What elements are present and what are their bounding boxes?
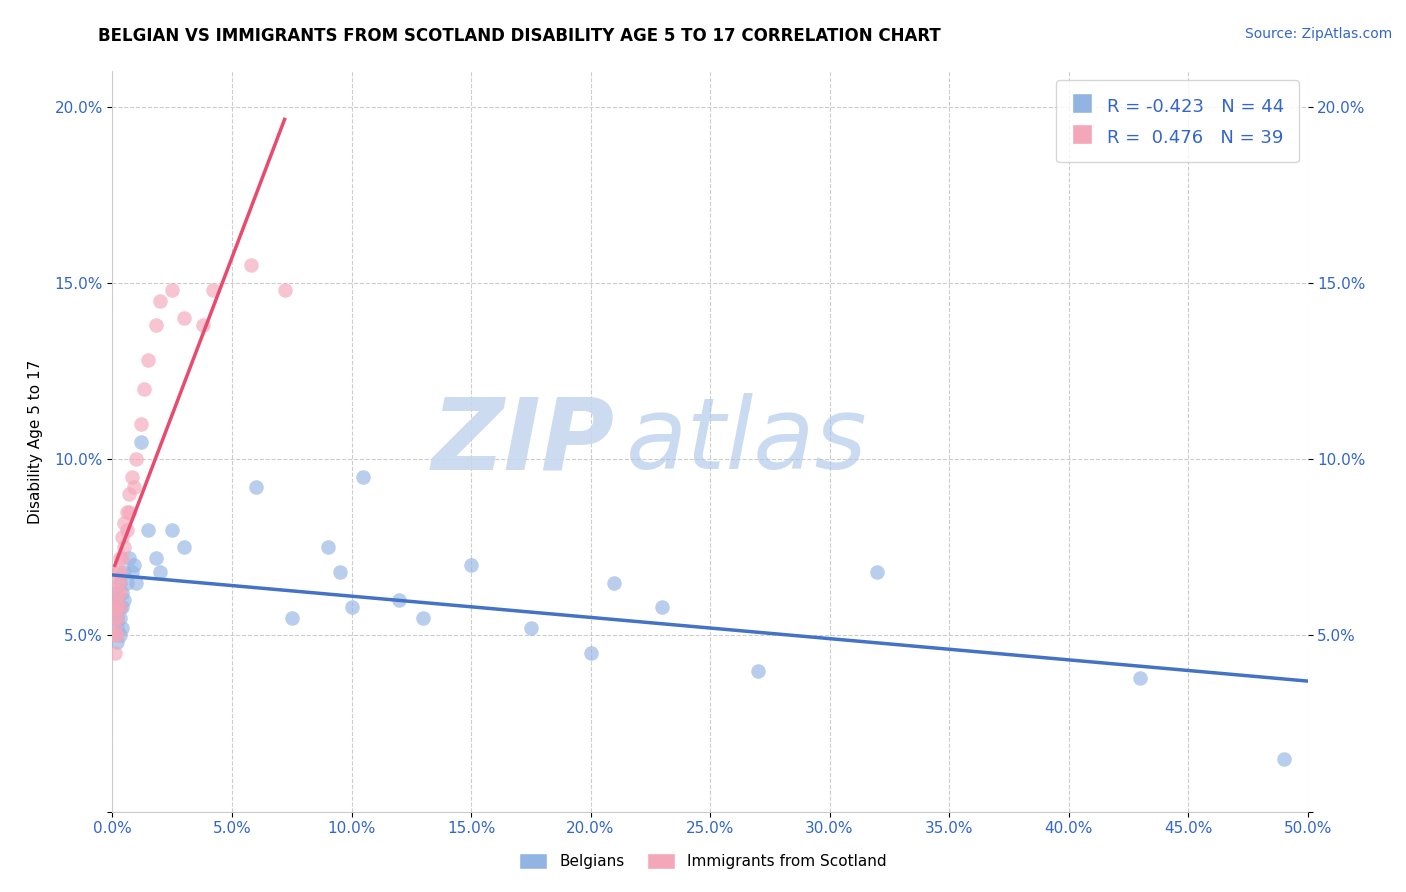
Text: BELGIAN VS IMMIGRANTS FROM SCOTLAND DISABILITY AGE 5 TO 17 CORRELATION CHART: BELGIAN VS IMMIGRANTS FROM SCOTLAND DISA… xyxy=(98,27,941,45)
Point xyxy=(108,550,131,565)
Point xyxy=(460,558,482,572)
Point xyxy=(114,565,135,579)
Point xyxy=(149,565,172,579)
Point xyxy=(245,480,267,494)
Point xyxy=(866,565,889,579)
Y-axis label: Disability Age 5 to 17: Disability Age 5 to 17 xyxy=(28,359,44,524)
Point xyxy=(111,586,134,600)
Point xyxy=(138,353,160,368)
Point xyxy=(1129,671,1152,685)
Point xyxy=(105,575,128,590)
Point xyxy=(105,600,128,615)
Point xyxy=(104,611,127,625)
Point xyxy=(108,600,131,615)
Point xyxy=(104,600,127,615)
Point xyxy=(173,541,195,555)
Legend: R = -0.423   N = 44, R =  0.476   N = 39: R = -0.423 N = 44, R = 0.476 N = 39 xyxy=(1056,80,1299,162)
Point xyxy=(108,575,131,590)
Point xyxy=(125,575,148,590)
Point xyxy=(329,565,352,579)
Point xyxy=(108,575,131,590)
Point xyxy=(125,452,148,467)
Point xyxy=(115,505,138,519)
Point xyxy=(111,530,134,544)
Point xyxy=(121,565,143,579)
Point xyxy=(108,611,131,625)
Point xyxy=(118,550,141,565)
Point xyxy=(105,635,128,649)
Point xyxy=(104,621,127,635)
Point xyxy=(108,628,131,642)
Point xyxy=(122,480,145,494)
Point xyxy=(111,550,134,565)
Point xyxy=(111,621,134,635)
Point xyxy=(105,611,128,625)
Point xyxy=(104,600,127,615)
Point xyxy=(388,593,411,607)
Point xyxy=(162,523,183,537)
Point xyxy=(129,417,152,431)
Point xyxy=(149,293,172,308)
Point xyxy=(114,593,135,607)
Text: Source: ZipAtlas.com: Source: ZipAtlas.com xyxy=(1244,27,1392,41)
Point xyxy=(104,628,127,642)
Point xyxy=(352,470,374,484)
Point xyxy=(651,600,673,615)
Point xyxy=(162,283,183,297)
Point xyxy=(1272,752,1295,766)
Point xyxy=(520,621,543,635)
Text: atlas: atlas xyxy=(627,393,868,490)
Point xyxy=(316,541,339,555)
Point xyxy=(747,664,769,678)
Point xyxy=(105,565,128,579)
Point xyxy=(115,523,138,537)
Point xyxy=(145,318,167,333)
Point xyxy=(129,434,152,449)
Point xyxy=(105,621,128,635)
Point xyxy=(122,558,145,572)
Point xyxy=(111,600,134,615)
Point xyxy=(114,516,135,530)
Point xyxy=(121,470,143,484)
Point xyxy=(273,283,295,297)
Point xyxy=(114,541,135,555)
Point xyxy=(104,646,127,660)
Point xyxy=(145,550,167,565)
Point xyxy=(118,505,141,519)
Point xyxy=(138,523,160,537)
Point xyxy=(104,611,127,625)
Point xyxy=(201,283,224,297)
Point xyxy=(104,586,127,600)
Point xyxy=(105,628,128,642)
Point xyxy=(108,600,131,615)
Point xyxy=(105,611,128,625)
Point xyxy=(105,593,128,607)
Point xyxy=(173,311,195,326)
Point xyxy=(340,600,363,615)
Point xyxy=(240,258,263,272)
Legend: Belgians, Immigrants from Scotland: Belgians, Immigrants from Scotland xyxy=(513,847,893,875)
Point xyxy=(281,611,304,625)
Point xyxy=(193,318,215,333)
Point xyxy=(115,575,138,590)
Point xyxy=(108,586,131,600)
Point xyxy=(412,611,434,625)
Point xyxy=(108,565,131,579)
Point xyxy=(603,575,626,590)
Point xyxy=(105,586,128,600)
Text: ZIP: ZIP xyxy=(432,393,614,490)
Point xyxy=(579,646,602,660)
Point xyxy=(118,487,141,501)
Point xyxy=(132,382,155,396)
Point xyxy=(105,593,128,607)
